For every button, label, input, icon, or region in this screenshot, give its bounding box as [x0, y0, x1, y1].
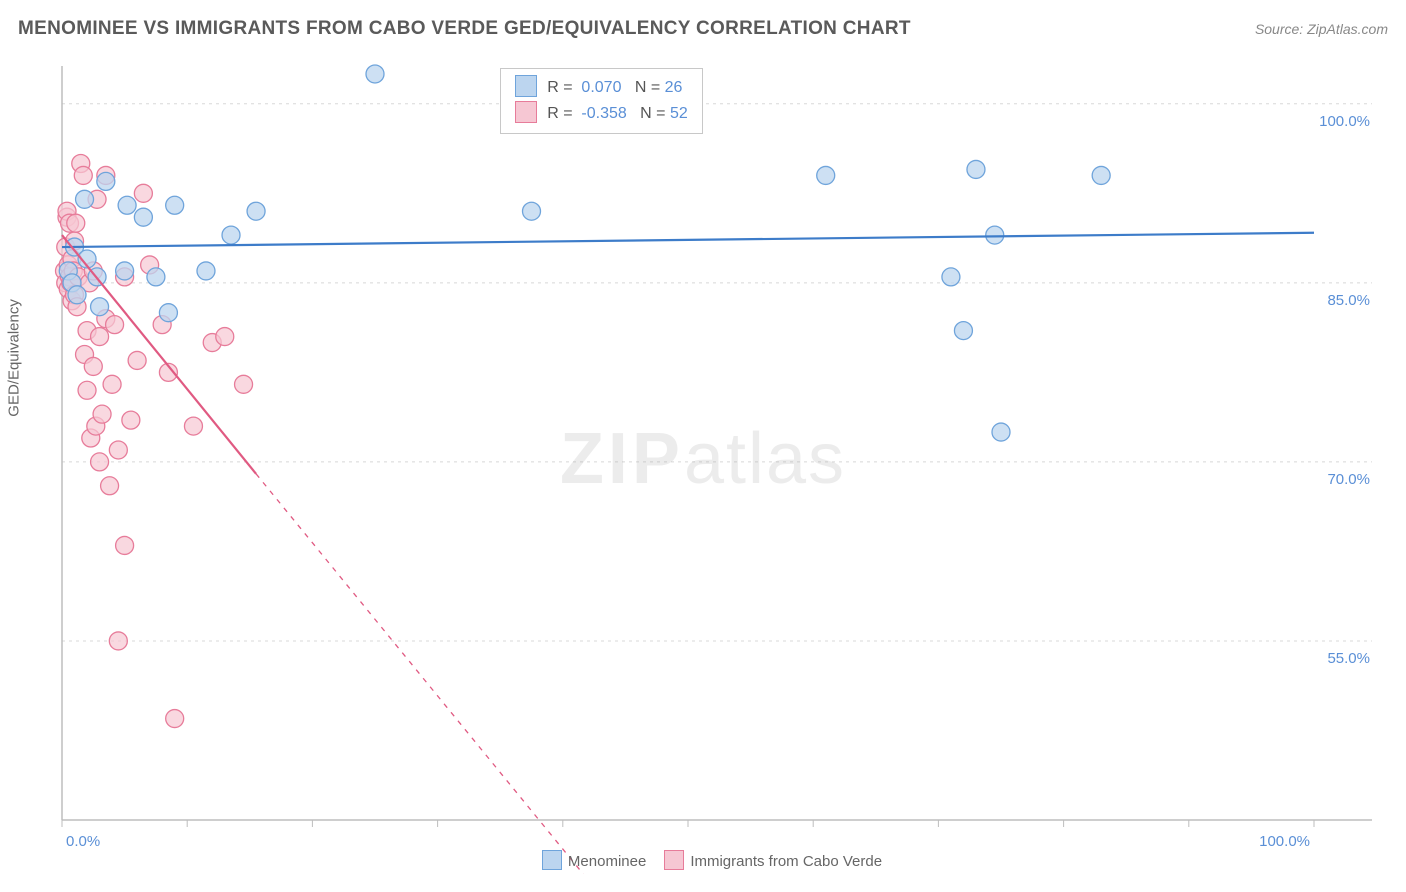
legend-label: Immigrants from Cabo Verde — [690, 853, 882, 870]
svg-text:85.0%: 85.0% — [1327, 292, 1370, 309]
legend-swatch — [542, 850, 562, 870]
legend-row: R = -0.358 N = 52 — [515, 101, 688, 127]
y-axis-label: GED/Equivalency — [6, 299, 23, 417]
svg-text:70.0%: 70.0% — [1327, 471, 1370, 488]
chart-area: GED/Equivalency ZIPatlas 55.0%70.0%85.0%… — [18, 60, 1388, 874]
svg-text:0.0%: 0.0% — [66, 833, 100, 850]
series-legend: Menominee Immigrants from Cabo Verde — [18, 850, 1388, 870]
legend-label: Menominee — [568, 853, 646, 870]
svg-text:100.0%: 100.0% — [1259, 833, 1310, 850]
legend-row: R = 0.070 N = 26 — [515, 75, 688, 101]
legend-swatch — [664, 850, 684, 870]
svg-text:55.0%: 55.0% — [1327, 650, 1370, 667]
correlation-legend: R = 0.070 N = 26R = -0.358 N = 52 — [500, 68, 703, 134]
source-attribution: Source: ZipAtlas.com — [1255, 21, 1388, 37]
svg-text:100.0%: 100.0% — [1319, 113, 1370, 130]
scatter-plot: 55.0% 70.0% 85.0% 100.0% 0.0% 100.0% — [18, 60, 1388, 874]
chart-title: MENOMINEE VS IMMIGRANTS FROM CABO VERDE … — [18, 18, 911, 40]
